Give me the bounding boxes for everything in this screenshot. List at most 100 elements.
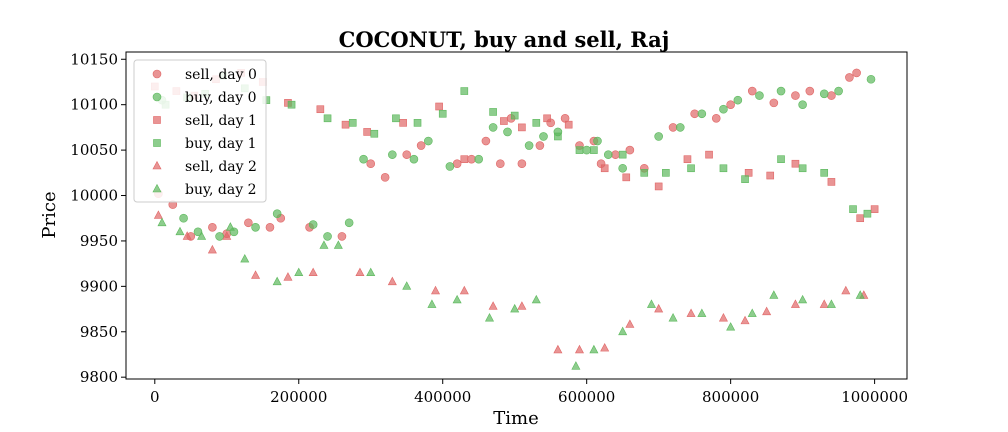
sell-square-point [543,114,551,123]
legend-buy-triangle-marker [152,183,162,193]
sell-square-point [870,205,879,213]
sell-circle-point [769,98,779,108]
buy-triangle-point [826,299,836,308]
buy-triangle-point [798,294,808,304]
legend-entry-label: buy, day 1 [185,136,257,152]
buy-square-point [820,169,829,177]
legend-sell-circle-marker [152,69,162,79]
buy-square-point [510,111,519,120]
sell-triangle-point [654,303,664,313]
sell-square-point [518,123,526,132]
sell-triangle-point [553,344,563,354]
buy-square-point [323,114,332,123]
x-tick-label: 0 [150,388,160,406]
legend-box [133,59,267,203]
sell-triangle-point [819,299,829,308]
legend-entry-label: buy, day 0 [185,90,257,106]
buy-circle-point [359,154,368,164]
y-tick-label: 10100 [70,96,118,114]
x-axis-label: Time [493,408,538,429]
buy-circle-point [179,213,188,223]
legend-entry-label: sell, day 1 [185,113,257,129]
legend-sell-triangle-marker [152,160,162,170]
x-axis: 0 200000 400000 600000 800000 1000000 [150,379,908,406]
buy-circle-point [798,100,807,109]
buy-square-point [798,164,807,173]
buy-triangle-point [668,313,678,322]
sell-square-point [435,102,443,111]
buy-circle-point [603,150,613,159]
sell-triangle-point [517,301,527,310]
sell-circle-point [845,73,854,82]
sell-triangle-point [762,306,772,316]
x-tick-label: 800000 [702,388,759,406]
sell-circle-point [265,223,275,232]
sell-circle-point [791,91,800,100]
sell-triangle-point [686,308,696,317]
legend-entry-label: buy, day 2 [185,182,257,198]
sell-triangle-point [308,267,318,277]
sell-square-point [654,182,663,191]
buy-circle-point [697,109,707,119]
legend: sell, day 0 buy, day 0 sell, day 1 buy, day… [133,59,267,203]
buy-triangle-point [646,299,656,308]
y-tick-label: 9950 [80,232,118,250]
buy-circle-point [539,132,548,141]
buy-circle-point [593,136,602,146]
buy-square-point [640,169,649,177]
sell-circle-point [467,154,476,164]
sell-triangle-point [283,272,293,281]
buy-circle-point [834,86,843,96]
sell-circle-point [690,109,699,119]
sell-square-point [744,169,753,177]
sell-circle-point [517,159,527,169]
buy-triangle-point [427,299,437,308]
buy-triangle-point [618,326,628,336]
legend-entry-label: sell, day 0 [185,67,257,83]
sell-circle-point [611,150,620,159]
buy-triangle-point [402,281,412,290]
buy-triangle-point [319,240,329,249]
sell-circle-point [726,100,735,109]
buy-square-point [618,150,627,159]
legend-buy-circle-marker [152,92,162,102]
sell-triangle-point [459,285,469,295]
sell-triangle-point [182,231,192,240]
buy-triangle-point [366,267,376,277]
sell-square-point [683,155,692,163]
buy-square-point [590,146,598,154]
sell-square-point [500,117,508,125]
buy-triangle-point [452,294,462,304]
buy-square-point [438,109,447,118]
sell-triangle-point [251,270,261,279]
y-tick-label: 9800 [80,368,118,386]
sell-triangle-point [355,267,365,277]
sell-circle-point [208,223,217,232]
buy-circle-point [618,163,627,173]
buy-circle-point [675,123,685,132]
buy-circle-point [719,104,728,114]
sell-square-point [460,155,469,163]
sell-triangle-point [740,315,750,325]
buy-triangle-point [197,231,207,240]
sell-circle-point [747,86,757,96]
sell-square-point [316,105,325,114]
buy-square-point [554,132,562,141]
legend-buy-square-marker [153,139,161,147]
buy-circle-point [344,218,354,228]
buy-triangle-point [747,308,757,317]
sell-circle-point [380,173,390,182]
buy-square-point [392,114,400,123]
sell-square-point [791,159,800,168]
buy-circle-point [488,123,498,132]
buy-triangle-point [697,308,707,317]
buy-triangle-point [510,303,520,313]
sell-triangle-point [488,301,498,310]
buy-square-point [662,169,670,177]
y-tick-label: 9900 [80,277,118,295]
sell-circle-point [244,218,253,228]
x-tick-label: 400000 [414,388,471,406]
buy-triangle-point [769,290,779,299]
buy-square-point [413,119,422,127]
